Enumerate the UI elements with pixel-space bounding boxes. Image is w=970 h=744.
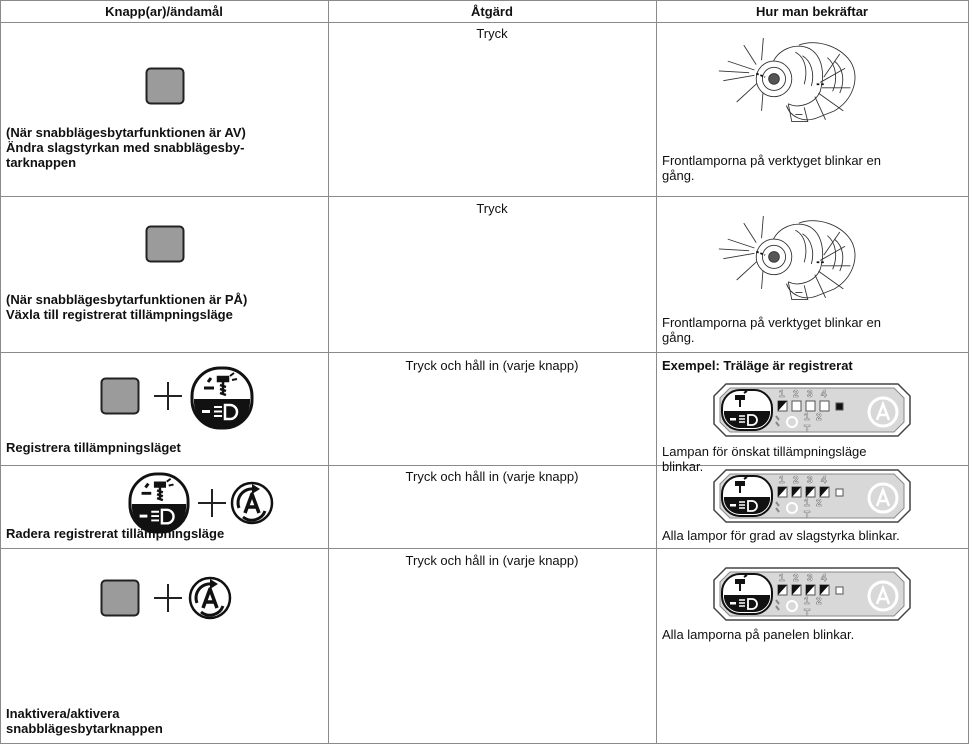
text-line: tarknappen bbox=[6, 155, 77, 170]
border bbox=[0, 22, 969, 23]
text-line: Frontlamporna på verktyget blinkar en bbox=[662, 153, 881, 168]
action: Tryck bbox=[476, 201, 508, 216]
panel-lamp bbox=[791, 400, 802, 412]
panel-lamp-blink bbox=[820, 585, 829, 595]
header-cell: Hur man bekräftar bbox=[756, 4, 868, 19]
border bbox=[0, 548, 969, 549]
border bbox=[0, 465, 969, 466]
example-title: Exempel: Träläge är registrerat bbox=[662, 358, 853, 373]
panel-level-label: 3 bbox=[807, 389, 813, 400]
panel-lamp bbox=[835, 488, 844, 497]
panel-level-label: 4 bbox=[821, 475, 827, 486]
border bbox=[0, 0, 1, 743]
panel-sub-label: 2 bbox=[816, 498, 822, 509]
panel-level-label: 2 bbox=[793, 389, 799, 400]
panel-sub-label: 2 bbox=[816, 412, 822, 423]
panel-lamp-blink bbox=[806, 585, 815, 595]
text-line: Lampan för önskat tillämpningsläge bbox=[662, 444, 867, 459]
border bbox=[656, 0, 657, 743]
control-panel: 1 2 3 41 2T bbox=[712, 468, 912, 524]
a-button bbox=[230, 481, 274, 525]
panel-lamp-blink bbox=[806, 487, 815, 497]
plus bbox=[153, 583, 183, 613]
a-button bbox=[188, 576, 232, 620]
panel-lamp-blink bbox=[820, 487, 829, 497]
panel-level-label: 3 bbox=[807, 475, 813, 486]
text-line: Ändra slagstyrkan med snabblägesby- bbox=[6, 140, 245, 155]
control-panel: 1 2 3 41 2T bbox=[712, 382, 912, 438]
confirm: Alla lampor för grad av slagstyrka blink… bbox=[662, 528, 900, 543]
panel-sub-label: 1 bbox=[804, 498, 810, 509]
tool-image bbox=[710, 204, 870, 308]
purpose: Registrera tillämpningsläget bbox=[6, 440, 181, 455]
text-line: Frontlamporna på verktyget blinkar en bbox=[662, 315, 881, 330]
panel-level-label: 4 bbox=[821, 389, 827, 400]
panel-lamp-blink bbox=[792, 487, 801, 497]
header-cell: Knapp(ar)/ändamål bbox=[105, 4, 223, 19]
panel-sub-label: T bbox=[804, 510, 810, 521]
purpose: Inaktivera/aktivera snabblägesbytarknappe… bbox=[6, 706, 163, 736]
panel-sub-label: 1 bbox=[804, 596, 810, 607]
panel-lamp bbox=[819, 400, 830, 412]
quick-mode-button bbox=[100, 579, 140, 617]
panel-sub-label: 2 bbox=[816, 596, 822, 607]
panel-sub-label: T bbox=[804, 608, 810, 619]
confirm: Frontlamporna på verktyget blinkar en gån… bbox=[662, 315, 881, 345]
purpose: (När snabblägesbytarfunktionen är AV) Änd… bbox=[6, 125, 246, 170]
panel-lamp-blink bbox=[778, 401, 787, 411]
plus bbox=[153, 381, 183, 411]
text-line: blinkar. bbox=[662, 459, 704, 474]
action: Tryck och håll in (varje knapp) bbox=[405, 358, 579, 373]
panel-level-label: 3 bbox=[807, 573, 813, 584]
border bbox=[328, 0, 329, 743]
purpose: Radera registrerat tillämpningsläge bbox=[6, 526, 224, 541]
confirm: Frontlamporna på verktyget blinkar en gån… bbox=[662, 153, 881, 183]
action: Tryck och håll in (varje knapp) bbox=[405, 553, 579, 568]
panel-sub-label: 1 bbox=[804, 412, 810, 423]
panel-level-label: 2 bbox=[793, 573, 799, 584]
panel-lamp-blink bbox=[778, 487, 787, 497]
text-line: gång. bbox=[662, 330, 695, 345]
mode-button bbox=[190, 366, 254, 430]
panel-sub-label: T bbox=[804, 424, 810, 435]
panel-level-label: 4 bbox=[821, 573, 827, 584]
panel-lamp-blink bbox=[792, 585, 801, 595]
panel-lamp bbox=[835, 586, 844, 595]
text-line: snabblägesbytarknappen bbox=[6, 721, 163, 736]
tool-image bbox=[710, 26, 870, 130]
text-line: Alla lamporna på panelen blinkar. bbox=[662, 627, 855, 642]
panel-lamp bbox=[835, 402, 844, 411]
panel-level-label: 2 bbox=[793, 475, 799, 486]
plus bbox=[197, 488, 227, 518]
quick-mode-button bbox=[145, 67, 185, 105]
text-line: Radera registrerat tillämpningsläge bbox=[6, 526, 225, 541]
panel-level-label: 1 bbox=[779, 475, 785, 486]
text-line: gång. bbox=[662, 168, 695, 183]
panel-level-label: 1 bbox=[779, 573, 785, 584]
header-cell: Åtgärd bbox=[471, 4, 513, 19]
action: Tryck och håll in (varje knapp) bbox=[405, 469, 579, 484]
text-line: Inaktivera/aktivera bbox=[6, 706, 120, 721]
text-line: (När snabblägesbytarfunktionen är PÅ) bbox=[6, 292, 248, 307]
text-line: Registrera tillämpningsläget bbox=[6, 440, 181, 455]
confirm: Alla lamporna på panelen blinkar. bbox=[662, 627, 854, 642]
panel-lamp bbox=[805, 400, 816, 412]
text-line: Alla lampor för grad av slagstyrka blink… bbox=[662, 528, 900, 543]
border bbox=[0, 352, 969, 353]
border bbox=[968, 0, 969, 743]
panel-lamp-blink bbox=[778, 585, 787, 595]
border bbox=[0, 196, 969, 197]
purpose: (När snabblägesbytarfunktionen är PÅ) Väx… bbox=[6, 292, 247, 322]
quick-mode-button bbox=[145, 225, 185, 263]
mode-button bbox=[128, 472, 190, 534]
confirm: Lampan för önskat tillämpningsläge blinka… bbox=[662, 444, 867, 474]
control-panel: 1 2 3 41 2T bbox=[712, 566, 912, 622]
text-line: (När snabblägesbytarfunktionen är AV) bbox=[6, 125, 246, 140]
panel-level-label: 1 bbox=[779, 389, 785, 400]
border bbox=[0, 0, 969, 1]
text-line: Växla till registrerat tillämpningsläge bbox=[6, 307, 233, 322]
quick-mode-button bbox=[100, 377, 140, 415]
action: Tryck bbox=[476, 26, 508, 41]
